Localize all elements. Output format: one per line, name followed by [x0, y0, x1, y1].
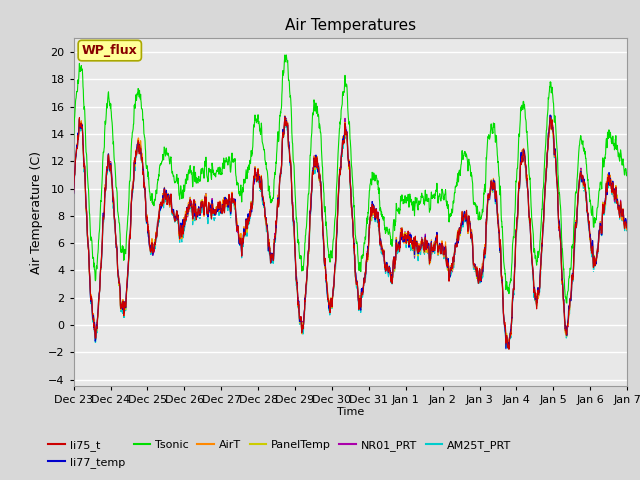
X-axis label: Time: Time [337, 407, 364, 417]
Title: Air Temperatures: Air Temperatures [285, 18, 416, 33]
Legend: li75_t, li77_temp, Tsonic, AirT, PanelTemp, NR01_PRT, AM25T_PRT: li75_t, li77_temp, Tsonic, AirT, PanelTe… [44, 436, 515, 472]
Text: WP_flux: WP_flux [82, 44, 138, 57]
Y-axis label: Air Temperature (C): Air Temperature (C) [29, 151, 42, 274]
